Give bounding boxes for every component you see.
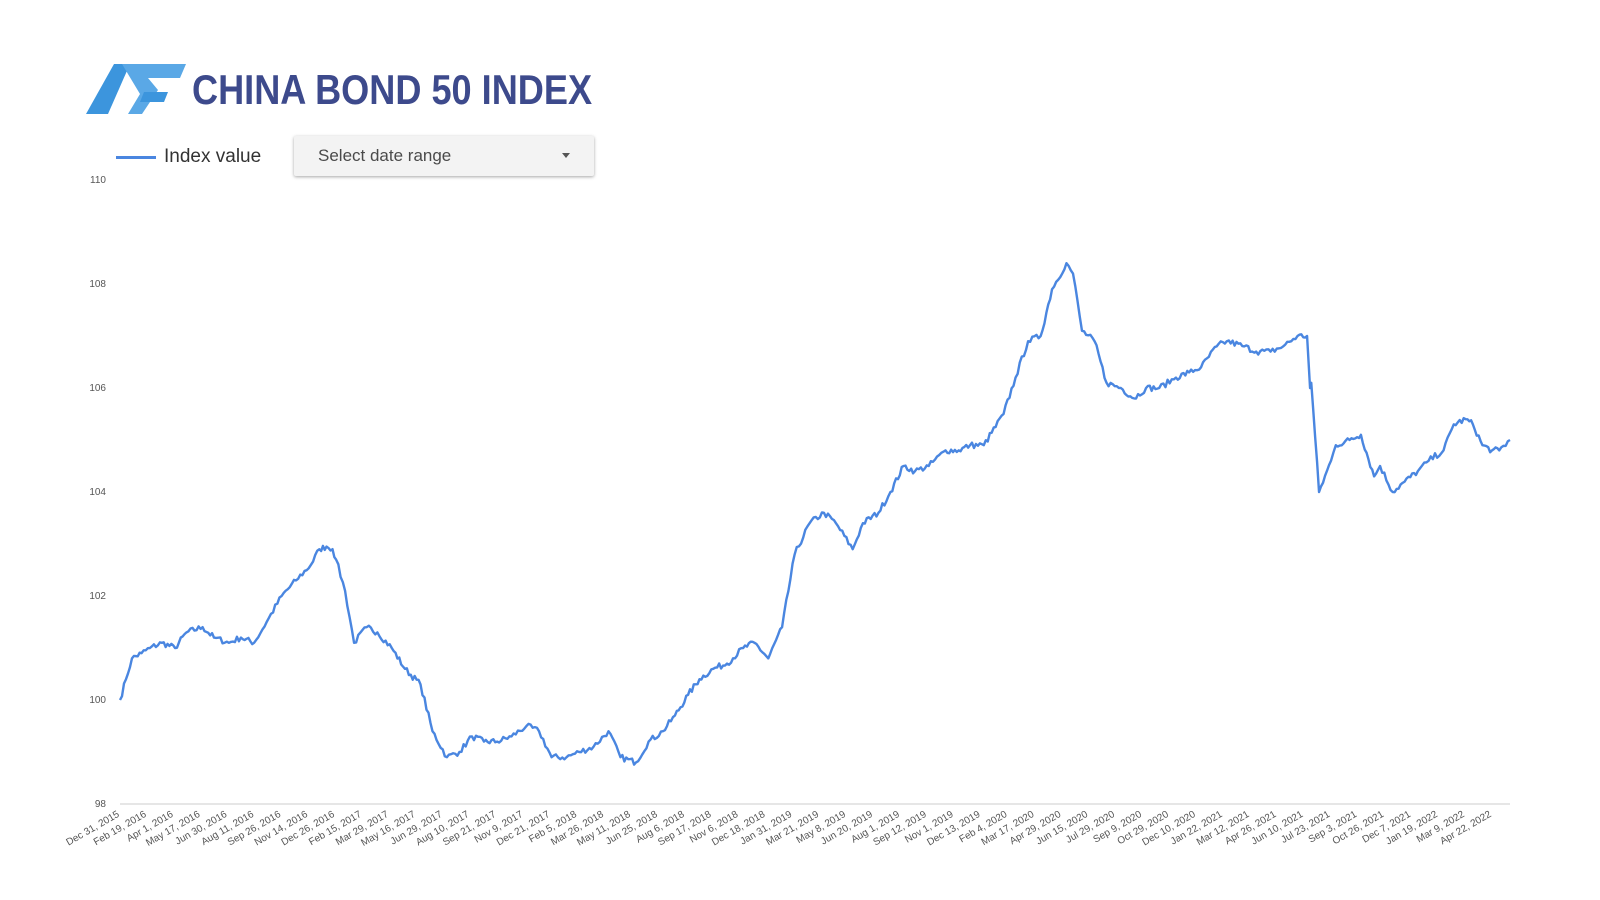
date-range-placeholder: Select date range [318, 146, 452, 165]
series-line-index-value [118, 262, 1511, 766]
y-axis-ticks: 98 100 102 104 106 108 110 [89, 175, 106, 810]
legend-swatch [116, 155, 156, 159]
legend-label-index-value: Index value [164, 146, 262, 167]
y-tick-label: 98 [95, 799, 107, 810]
logo-left-shape [86, 64, 130, 114]
y-tick-label: 108 [89, 279, 106, 290]
chart-legend: Index value [116, 146, 261, 168]
y-tick-label: 104 [89, 487, 106, 498]
y-tick-label: 100 [89, 695, 106, 706]
date-range-dropdown[interactable]: Select date range [294, 136, 594, 176]
company-logo [86, 64, 186, 114]
logo-bar-shape [140, 92, 168, 102]
y-tick-label: 102 [89, 591, 106, 602]
caret-down-icon [562, 153, 570, 158]
y-tick-label: 106 [89, 383, 106, 394]
header: CHINA BOND 50 INDEX [86, 60, 657, 120]
y-tick-label: 110 [90, 175, 106, 186]
logo-right-shape [122, 64, 186, 114]
page-title: CHINA BOND 50 INDEX [192, 66, 593, 113]
